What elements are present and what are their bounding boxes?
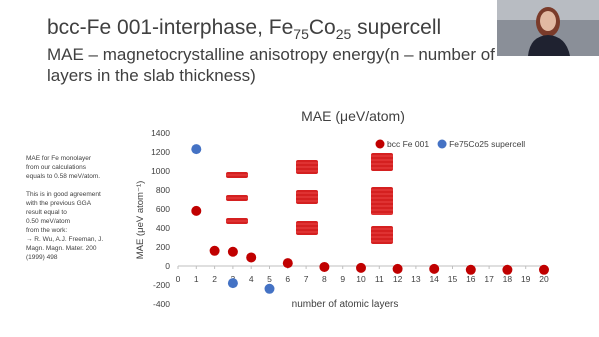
data-point	[227, 278, 238, 289]
note-line: with the previous GGA	[25, 200, 92, 207]
y-tick-label: 800	[156, 185, 170, 195]
note-line: Magn. Magn. Mater. 200	[26, 245, 97, 252]
y-tick-label: 1400	[151, 128, 170, 138]
y-tick-label: 1000	[151, 166, 170, 176]
y-tick-label: 1200	[151, 147, 170, 157]
note-line: (1999) 498	[26, 254, 58, 261]
x-tick-label: 2	[212, 274, 217, 284]
webcam	[497, 0, 599, 56]
note-line: result equal to	[26, 209, 67, 216]
crystal	[371, 226, 393, 244]
data-point	[539, 264, 549, 275]
x-axis-title: number of atomic layers	[292, 299, 399, 310]
data-point	[246, 252, 257, 263]
title-sub: 25	[336, 26, 352, 42]
y-tick-label: 400	[156, 223, 170, 233]
crystal-images	[226, 153, 393, 244]
crystal	[371, 153, 393, 171]
subtitle: layers in the slab thickness)	[47, 66, 256, 85]
note-line: from the work:	[26, 227, 67, 234]
legend-swatch	[375, 139, 385, 149]
data-point	[191, 144, 202, 155]
x-tick-label: 8	[322, 274, 327, 284]
y-tick-label: 0	[165, 261, 170, 271]
legend-label: Fe75Co25 supercell	[449, 139, 525, 149]
y-tick-label: 200	[156, 242, 170, 252]
x-tick-label: 4	[249, 274, 254, 284]
x-tick-label: 13	[411, 274, 421, 284]
data-point	[502, 264, 513, 275]
data-point	[209, 245, 220, 256]
slide-title: bcc-Fe 001-interphase, Fe75Co25 supercel…	[47, 16, 441, 42]
note-line: from our calculations	[26, 164, 87, 171]
x-tick-label: 12	[393, 274, 403, 284]
x-tick-label: 18	[503, 274, 513, 284]
chart: MAE (μeV/atom)-400-200020040060080010001…	[135, 108, 549, 310]
title-part: supercell	[351, 16, 441, 39]
x-tick-label: 5	[267, 274, 272, 284]
x-tick-label: 16	[466, 274, 476, 284]
x-tick-label: 7	[304, 274, 309, 284]
note-line: This is in good agreement	[26, 191, 101, 198]
note-line: MAE for Fe monolayer	[26, 155, 92, 162]
title-part: Co	[309, 16, 336, 39]
note-line: equals to 0.58 meV/atom.	[26, 173, 100, 180]
note-line: 0.50 meV/atom	[26, 218, 70, 225]
y-tick-label: 600	[156, 204, 170, 214]
y-axis-title: MAE (μeV atom⁻¹)	[135, 181, 146, 260]
x-tick-label: 15	[448, 274, 458, 284]
x-tick-label: 11	[375, 274, 384, 284]
crystal	[371, 187, 393, 215]
data-point	[465, 264, 476, 275]
note-line: → R. Wu, A.J. Freeman, J.	[26, 236, 103, 243]
notes: MAE for Fe monolayer from our calculation…	[25, 155, 103, 261]
data-point	[191, 205, 202, 216]
x-tick-label: 0	[176, 274, 181, 284]
x-tick-label: 14	[429, 274, 439, 284]
x-tick-label: 17	[484, 274, 494, 284]
x-tick-label: 10	[356, 274, 366, 284]
data-point	[227, 246, 238, 257]
legend-label: bcc Fe 001	[387, 139, 429, 149]
x-tick-label: 19	[521, 274, 531, 284]
x-tick-label: 9	[340, 274, 345, 284]
title-sub: 75	[293, 26, 309, 42]
y-tick-label: -400	[153, 299, 170, 309]
data-point	[264, 283, 275, 294]
data-point	[282, 258, 293, 269]
data-point	[319, 261, 330, 272]
data-point	[392, 263, 403, 274]
x-tick-label: 6	[285, 274, 290, 284]
subtitle: MAE – magnetocrystalline anisotropy ener…	[47, 45, 495, 64]
data-point	[356, 262, 366, 273]
y-tick-label: -200	[153, 280, 170, 290]
x-tick-label: 1	[194, 274, 199, 284]
data-point	[429, 263, 440, 274]
title-part: bcc-Fe 001-interphase, Fe	[47, 16, 293, 39]
x-tick-label: 20	[539, 274, 549, 284]
legend-swatch	[437, 139, 447, 149]
chart-title: MAE (μeV/atom)	[301, 108, 405, 124]
